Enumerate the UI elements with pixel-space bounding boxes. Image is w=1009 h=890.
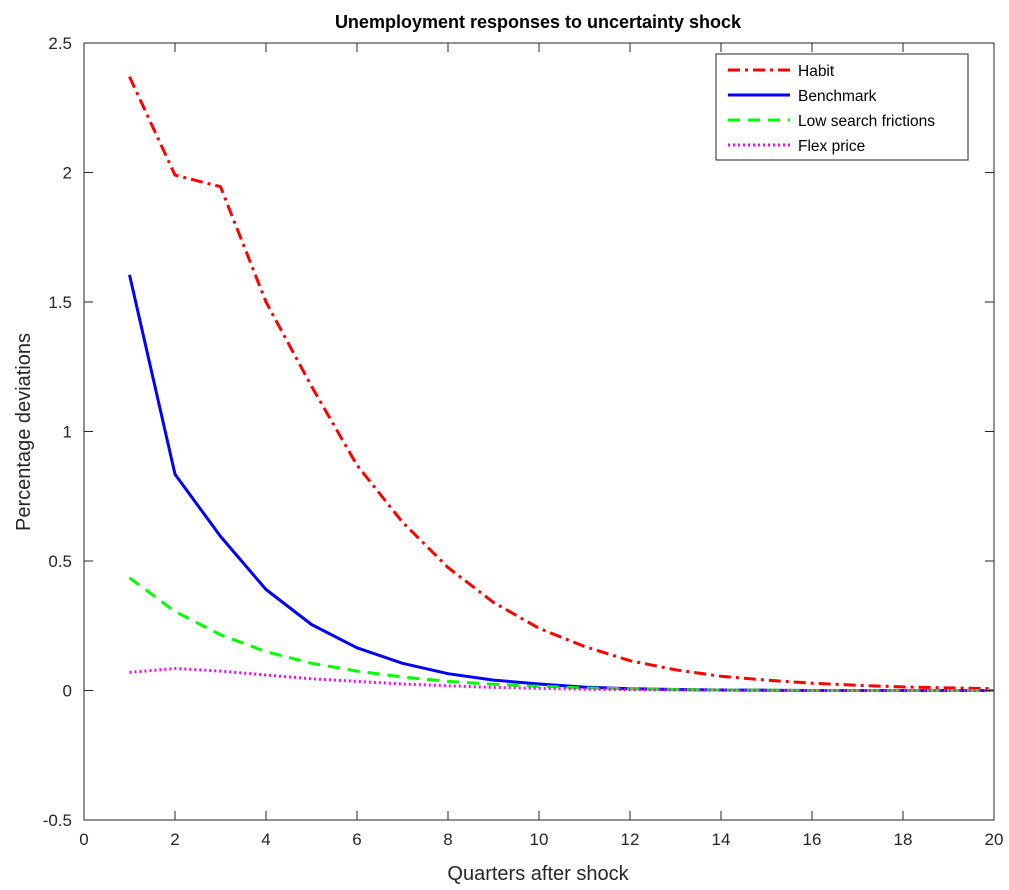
x-tick-label: 14 [712,830,731,849]
x-tick-label: 20 [985,830,1004,849]
chart-title: Unemployment responses to uncertainty sh… [335,12,742,32]
y-tick-label: 0.5 [48,552,72,571]
legend-label: Flex price [798,138,865,155]
x-tick-label: 2 [170,830,179,849]
legend-label: Benchmark [798,88,877,105]
y-tick-label: 2.5 [48,34,72,53]
axes-layer: 0 2 4 6 8 10 12 14 16 18 20 -0.5 0 0.5 1 1.5 2 2.5 [43,34,1004,849]
y-axis-label: Percentage deviations [13,333,35,531]
legend-label: Habit [798,63,835,80]
y-tick-label: 1.5 [48,293,72,312]
x-tick-label: 0 [79,830,88,849]
x-tick-label: 18 [894,830,913,849]
y-tick-label: 2 [63,164,72,183]
series-line-habit [128,76,995,691]
x-tick-label: 8 [443,830,452,849]
x-tick-label: 12 [621,830,640,849]
series-line-flex-price [129,667,994,692]
x-tick-label: 16 [803,830,822,849]
y-tick-label: 0 [63,682,72,701]
legend-label: Low search frictions [798,113,935,130]
x-tick-label: 6 [352,830,361,849]
x-tick-label: 10 [530,830,549,849]
legend-box [715,53,969,161]
x-tick-label: 4 [261,830,270,849]
legend: Habit Benchmark Low search frictions Flex p… [715,53,969,161]
y-tick-label: -0.5 [43,811,72,830]
y-tick-label: 1 [63,423,72,442]
series-layer [128,76,995,692]
x-axis-label: Quarters after shock [447,863,629,885]
